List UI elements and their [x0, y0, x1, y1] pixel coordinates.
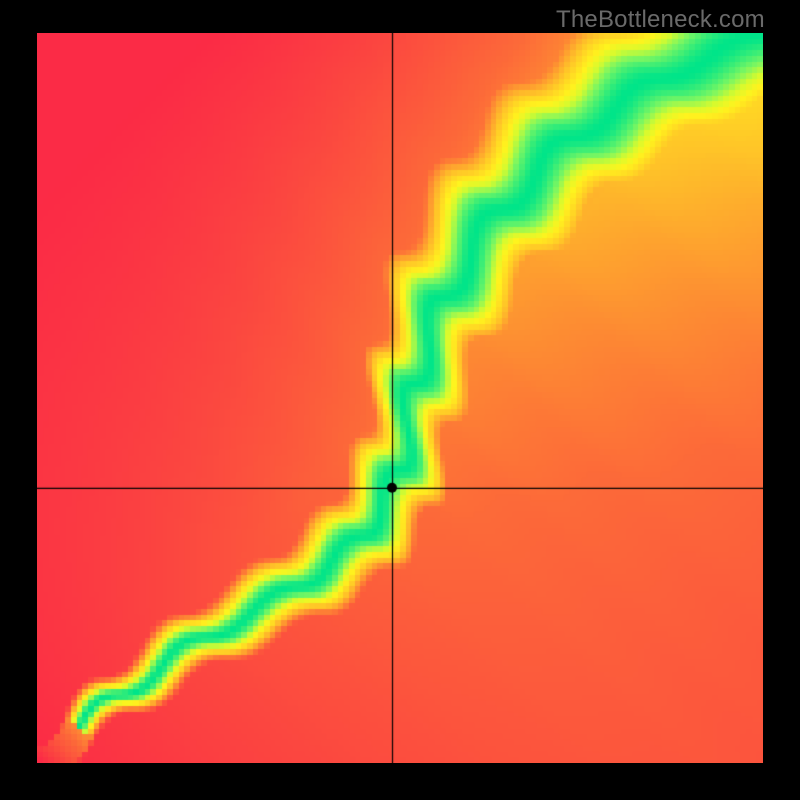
- chart-stage: TheBottleneck.com: [0, 0, 800, 800]
- watermark-text: TheBottleneck.com: [556, 6, 765, 34]
- crosshair-overlay: [37, 33, 763, 763]
